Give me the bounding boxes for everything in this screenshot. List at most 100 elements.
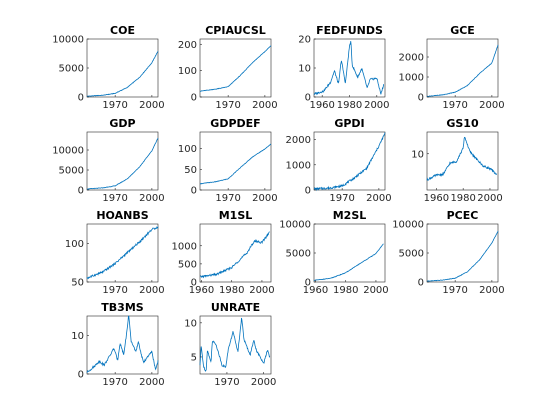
series-line bbox=[426, 230, 499, 282]
y-tick-label: 0 bbox=[305, 186, 311, 197]
y-tick-label: 10000 bbox=[52, 35, 84, 46]
subplot-title: GCE bbox=[450, 24, 475, 37]
subplot-hoanbs: HOANBS 1970 2000 50 100 bbox=[65, 209, 165, 296]
subplot-title: CPIAUCSL bbox=[205, 24, 266, 37]
x-tick-label: 1980 bbox=[219, 285, 244, 296]
y-tick-label: 10000 bbox=[52, 146, 84, 157]
y-tick-label: 1000 bbox=[286, 160, 311, 171]
subplot-title: GDPDEF bbox=[210, 117, 260, 130]
x-tick-label: 2000 bbox=[139, 285, 164, 296]
x-tick-label: 1960 bbox=[424, 193, 449, 204]
subplot-title: M2SL bbox=[333, 209, 367, 222]
axes-box bbox=[313, 131, 386, 191]
axes-box bbox=[199, 315, 272, 375]
y-tick-label: 10 bbox=[411, 149, 424, 160]
axes-box bbox=[199, 131, 272, 191]
series-line bbox=[313, 243, 384, 281]
y-tick-label: 0 bbox=[78, 370, 84, 381]
axes-box bbox=[86, 315, 159, 375]
y-tick-label: 5000 bbox=[399, 249, 424, 260]
y-tick-label: 0 bbox=[305, 93, 311, 104]
subplot-tb3ms: TB3MS 1970 2000 0 10 bbox=[71, 301, 164, 388]
subplot-fedfunds: FEDFUNDS 1960 1980 2000 0 10 20 bbox=[298, 24, 389, 111]
subplot-title: PCEC bbox=[447, 209, 479, 222]
y-tick-label: 2000 bbox=[399, 53, 424, 64]
series-line bbox=[199, 231, 270, 279]
subplot-title: M1SL bbox=[219, 209, 253, 222]
x-tick-label: 2000 bbox=[252, 193, 277, 204]
y-tick-label: 100 bbox=[178, 144, 197, 155]
y-tick-label: 0 bbox=[418, 93, 424, 104]
series-line bbox=[314, 132, 386, 192]
y-tick-label: 10000 bbox=[392, 220, 424, 231]
axes-box bbox=[199, 38, 272, 98]
y-tick-label: 5000 bbox=[286, 249, 311, 260]
y-tick-label: 5000 bbox=[59, 166, 84, 177]
subplot-title: GDP bbox=[109, 117, 135, 130]
series-line bbox=[199, 45, 272, 92]
y-tick-label: 10 bbox=[184, 318, 197, 329]
subplot-gpdi: GPDI 1970 2000 0 1000 2000 bbox=[286, 117, 392, 204]
axes-box bbox=[426, 131, 499, 191]
x-tick-label: 2000 bbox=[249, 285, 274, 296]
subplot-title: HOANBS bbox=[96, 209, 148, 222]
subplot-pcec: PCEC 1970 2000 0 5000 10000 bbox=[392, 209, 504, 296]
axes-box bbox=[313, 223, 386, 283]
x-tick-label: 1980 bbox=[450, 193, 475, 204]
x-tick-label: 1970 bbox=[215, 100, 240, 111]
x-tick-label: 2000 bbox=[139, 377, 164, 388]
series-line bbox=[199, 143, 272, 185]
y-tick-label: 0 bbox=[78, 93, 84, 104]
series-line bbox=[199, 317, 271, 372]
axes-box bbox=[86, 38, 159, 98]
x-tick-label: 2000 bbox=[252, 100, 277, 111]
x-tick-label: 1980 bbox=[337, 100, 362, 111]
y-tick-label: 0 bbox=[191, 278, 197, 289]
subplot-title: GPDI bbox=[334, 117, 364, 130]
x-tick-label: 2000 bbox=[363, 285, 388, 296]
x-tick-label: 1980 bbox=[333, 285, 358, 296]
x-tick-label: 1970 bbox=[442, 100, 467, 111]
y-tick-label: 1000 bbox=[172, 241, 197, 252]
x-tick-label: 2000 bbox=[139, 100, 164, 111]
y-tick-label: 200 bbox=[178, 40, 197, 51]
x-tick-label: 1960 bbox=[309, 100, 334, 111]
x-tick-label: 2000 bbox=[479, 285, 504, 296]
y-tick-label: 0 bbox=[78, 186, 84, 197]
y-tick-label: 0 bbox=[305, 278, 311, 289]
subplot-gs10: GS10 1960 1980 2000 10 bbox=[411, 117, 502, 204]
x-tick-label: 1960 bbox=[303, 285, 328, 296]
subplot-title: FEDFUNDS bbox=[316, 24, 383, 37]
y-tick-label: 10 bbox=[71, 331, 84, 342]
x-tick-label: 2000 bbox=[366, 193, 391, 204]
y-tick-label: 100 bbox=[65, 239, 84, 250]
y-tick-label: 0 bbox=[418, 278, 424, 289]
y-tick-label: 10000 bbox=[279, 220, 311, 231]
x-tick-label: 2000 bbox=[139, 193, 164, 204]
subplot-cpiaucsl: CPIAUCSL 1970 2000 0 100 200 bbox=[178, 24, 278, 111]
axes-box bbox=[86, 131, 159, 191]
subplot-unrate: UNRATE 1970 2000 5 10 bbox=[184, 301, 276, 388]
x-tick-label: 1970 bbox=[102, 100, 127, 111]
series-line bbox=[86, 226, 159, 280]
subplot-gce: GCE 1970 2000 0 1000 2000 bbox=[399, 24, 505, 111]
x-tick-label: 1970 bbox=[329, 193, 354, 204]
y-tick-label: 10 bbox=[298, 64, 311, 75]
subplot-title: GS10 bbox=[446, 117, 479, 130]
x-tick-label: 1970 bbox=[442, 285, 467, 296]
x-tick-label: 1970 bbox=[102, 285, 127, 296]
x-tick-label: 1960 bbox=[189, 285, 214, 296]
y-tick-label: 500 bbox=[178, 259, 197, 270]
subplot-m1sl: M1SL 1960 1980 2000 0 500 1000 bbox=[172, 209, 275, 296]
y-tick-label: 1000 bbox=[399, 73, 424, 84]
x-tick-label: 1970 bbox=[214, 377, 239, 388]
y-tick-label: 0 bbox=[191, 93, 197, 104]
series-line bbox=[426, 44, 499, 97]
subplot-title: TB3MS bbox=[101, 301, 143, 314]
y-tick-label: 2000 bbox=[286, 135, 311, 146]
y-tick-label: 5 bbox=[191, 352, 197, 363]
subplot-coe: COE 1970 2000 0 5000 10000 bbox=[52, 24, 164, 111]
y-tick-label: 0 bbox=[191, 186, 197, 197]
x-tick-label: 1970 bbox=[215, 193, 240, 204]
